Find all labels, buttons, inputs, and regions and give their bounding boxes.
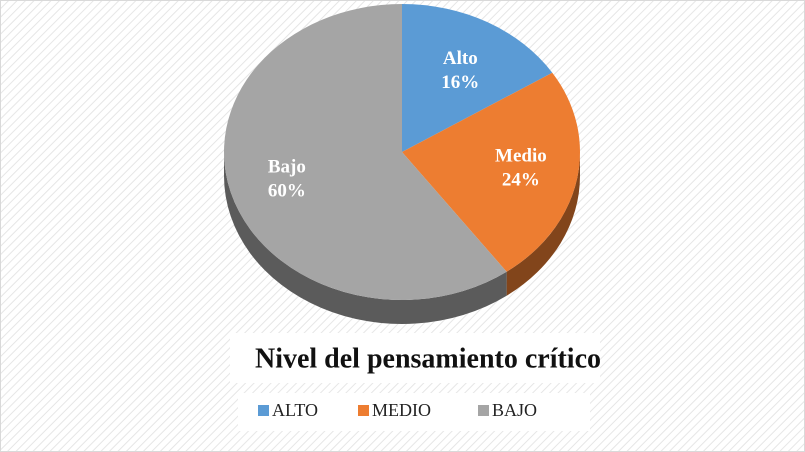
slice [402,4,553,152]
pie-tops [224,4,580,300]
legend-swatch [358,405,369,416]
slice-label: Alto [443,48,478,69]
slice-label: Bajo [268,157,306,178]
slice-value-label: 16% [441,72,479,93]
legend-swatch [478,405,489,416]
legend-box [238,393,590,431]
legend-swatch [258,405,269,416]
legend-label: BAJO [492,400,537,420]
legend-label: MEDIO [372,400,431,420]
slice [402,72,580,272]
legend-label: ALTO [272,400,318,420]
slice-value-label: 60% [268,181,306,202]
slice-value-label: 24% [502,170,540,191]
slice [224,4,507,300]
slice-side [506,152,580,296]
title-box [230,333,600,383]
chart-title: Nivel del pensamiento crítico [255,343,601,374]
slice-label: Medio [495,146,547,167]
pie-sides [224,152,580,324]
slice-side [224,152,507,324]
